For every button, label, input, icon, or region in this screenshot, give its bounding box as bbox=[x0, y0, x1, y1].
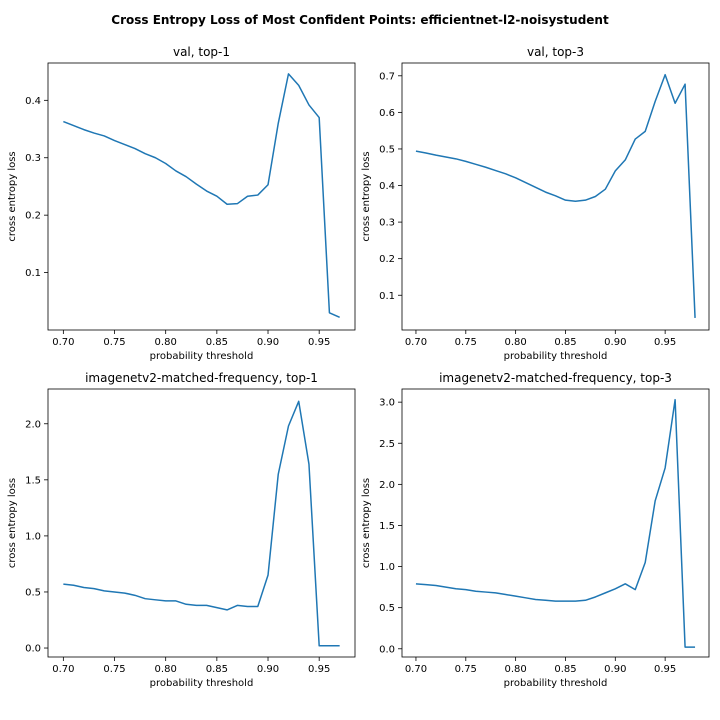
x-tick-label: 0.80 bbox=[155, 337, 177, 348]
y-tick-label: 0.3 bbox=[25, 153, 41, 164]
x-tick-label: 0.70 bbox=[52, 337, 74, 348]
y-axis-label: cross entropy loss bbox=[361, 151, 372, 241]
y-tick-label: 0.4 bbox=[379, 181, 395, 192]
x-axis-label: probability threshold bbox=[150, 351, 254, 362]
series-line-1 bbox=[415, 73, 696, 318]
x-tick-label: 0.70 bbox=[52, 664, 74, 675]
x-axis-label: probability threshold bbox=[504, 351, 608, 362]
y-tick-label: 0.1 bbox=[25, 268, 41, 279]
x-tick-label: 0.90 bbox=[604, 337, 626, 348]
x-tick-label: 0.70 bbox=[405, 337, 427, 348]
x-tick-label: 0.85 bbox=[554, 664, 576, 675]
subplots: val, top-1 0.70 0.75 0.80 0.85 0.90 0.95 0.1 0.2… bbox=[7, 45, 710, 689]
x-tick-label: 0.75 bbox=[103, 664, 125, 675]
x-tick-label: 0.85 bbox=[554, 337, 576, 348]
y-tick-label: 0.6 bbox=[379, 108, 395, 119]
axes-frame bbox=[47, 388, 356, 658]
series-line-1 bbox=[63, 400, 340, 647]
y-tick-label: 0.2 bbox=[25, 211, 41, 222]
y-tick-label: 3.0 bbox=[379, 398, 395, 409]
y-tick-label: 0.5 bbox=[379, 144, 395, 155]
axes-frame bbox=[401, 388, 710, 658]
y-tick-label: 1.0 bbox=[25, 531, 41, 542]
x-tick-label: 0.95 bbox=[654, 337, 676, 348]
x-tick-label: 0.70 bbox=[405, 664, 427, 675]
y-tick-label: 2.5 bbox=[379, 439, 395, 450]
subplot-title: imagenetv2-matched-frequency, top-3 bbox=[439, 371, 672, 385]
x-tick-label: 0.80 bbox=[504, 337, 526, 348]
x-tick-label: 0.90 bbox=[257, 337, 279, 348]
y-tick-label: 0.0 bbox=[25, 644, 41, 655]
subplot-1: val, top-1 0.70 0.75 0.80 0.85 0.90 0.95 0.1 0.2… bbox=[7, 45, 356, 362]
x-tick-label: 0.80 bbox=[155, 664, 177, 675]
x-axis-label: probability threshold bbox=[504, 678, 608, 689]
x-tick-label: 0.80 bbox=[504, 664, 526, 675]
x-tick-label: 0.85 bbox=[206, 664, 228, 675]
x-tick-label: 0.95 bbox=[654, 664, 676, 675]
y-tick-label: 2.0 bbox=[25, 419, 41, 430]
y-tick-label: 0.1 bbox=[379, 291, 395, 302]
y-tick-label: 0.7 bbox=[379, 71, 395, 82]
subplot-title: val, top-1 bbox=[173, 45, 230, 59]
x-tick-label: 0.75 bbox=[455, 337, 477, 348]
axes-frame bbox=[401, 62, 710, 331]
subplot-3: imagenetv2-matched-frequency, top-1 0.70 0… bbox=[7, 371, 356, 689]
x-tick-label: 0.75 bbox=[103, 337, 125, 348]
y-tick-label: 0.5 bbox=[25, 587, 41, 598]
axes-frame bbox=[47, 62, 356, 331]
subplot-2: val, top-3 0.70 0.75 0.80 0.85 0.90 0.95 0.1 0.2… bbox=[361, 45, 710, 362]
y-tick-label: 0.3 bbox=[379, 218, 395, 229]
y-tick-label: 0.4 bbox=[25, 96, 41, 107]
subplot-title: val, top-3 bbox=[527, 45, 584, 59]
series-line-1 bbox=[63, 73, 340, 319]
x-tick-label: 0.85 bbox=[206, 337, 228, 348]
subplot-title: imagenetv2-matched-frequency, top-1 bbox=[85, 371, 318, 385]
y-tick-label: 0.2 bbox=[379, 254, 395, 265]
figure-title: Cross Entropy Loss of Most Confident Poi… bbox=[111, 13, 609, 27]
x-tick-label: 0.90 bbox=[257, 664, 279, 675]
y-axis-label: cross entropy loss bbox=[7, 478, 18, 568]
x-tick-label: 0.75 bbox=[455, 664, 477, 675]
y-tick-label: 0.0 bbox=[379, 644, 395, 655]
x-axis-label: probability threshold bbox=[150, 678, 254, 689]
y-axis-label: cross entropy loss bbox=[7, 151, 18, 241]
subplot-4: imagenetv2-matched-frequency, top-3 0.70 0… bbox=[361, 371, 710, 689]
y-tick-label: 1.0 bbox=[379, 562, 395, 573]
y-tick-label: 1.5 bbox=[25, 475, 41, 486]
y-tick-label: 0.5 bbox=[379, 603, 395, 614]
series-line-1 bbox=[415, 398, 696, 648]
y-tick-label: 1.5 bbox=[379, 521, 395, 532]
x-tick-label: 0.95 bbox=[308, 337, 330, 348]
y-axis-label: cross entropy loss bbox=[361, 478, 372, 568]
x-tick-label: 0.90 bbox=[604, 664, 626, 675]
x-tick-label: 0.95 bbox=[308, 664, 330, 675]
y-tick-label: 2.0 bbox=[379, 480, 395, 491]
